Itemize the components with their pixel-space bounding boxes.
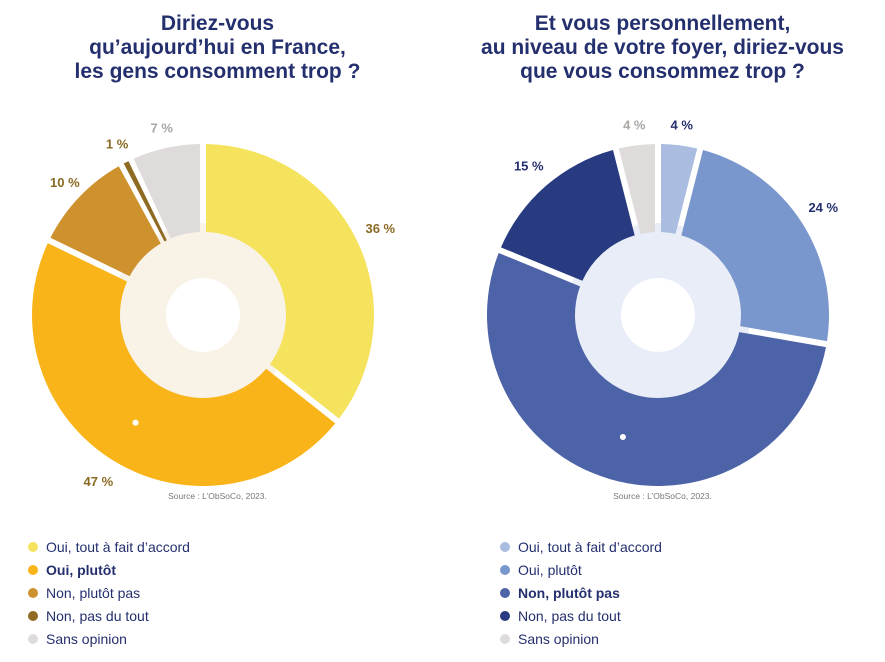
legend-label: Non, pas du tout (46, 607, 149, 624)
legend-item: Oui, plutôt (28, 558, 190, 581)
chart-title: Et vous personnellement, au niveau de vo… (440, 12, 885, 84)
slice-non-plutot-pas (50, 166, 161, 277)
donut-hole (166, 278, 240, 352)
chart-title-line: que vous consommez trop ? (520, 60, 805, 83)
data-label: 4 % (623, 117, 646, 132)
chart-title-line: Diriez-vous (160, 12, 275, 35)
donut-chart: 36 % 47 % 10 % 1 % 7 % (31, 121, 396, 489)
legend-label: Non, plutôt pas (46, 584, 141, 601)
legend-label: Non, plutôt pas (518, 584, 620, 601)
chart-panel-right: Et vous personnellement, au niveau de vo… (440, 0, 885, 662)
slice-oui-plutot (31, 243, 336, 487)
legend-item: Sans opinion (28, 627, 190, 650)
legend-item: Oui, plutôt (500, 558, 662, 581)
slice-oui-tout-a-fait-d-accord (205, 144, 374, 419)
legend-swatch (28, 610, 38, 621)
legend-label: Oui, plutôt (518, 561, 582, 578)
slice-non-pas-du-tout (123, 161, 167, 242)
legend-item: Non, pas du tout (28, 604, 190, 627)
legend-swatch (28, 541, 38, 552)
legend-label: Sans opinion (518, 630, 599, 647)
slice-non-pas-du-tout (500, 150, 635, 281)
data-label: 47 % (84, 474, 114, 489)
slice-oui-tout-a-fait-d-accord (660, 144, 698, 234)
slice-non-plutot-pas (486, 252, 826, 487)
chart-panel-left: Diriez-vous qu’aujourd’hui en France, le… (0, 0, 435, 662)
legend-label: Oui, tout à fait d’accord (46, 538, 190, 555)
legend-label: Sans opinion (46, 630, 127, 647)
chart-title-line: Et vous personnellement, (534, 12, 791, 35)
data-label: 7 % (151, 121, 174, 136)
highlight-marker (132, 419, 139, 426)
data-label: 4 % (670, 117, 693, 132)
chart-title: Diriez-vous qu’aujourd’hui en France, le… (0, 12, 435, 84)
chart-title-line: au niveau de votre foyer, diriez-vous (481, 36, 844, 59)
slice-sans-opinion (618, 144, 656, 234)
legend-item: Non, pas du tout (500, 604, 662, 627)
slice-sans-opinion (133, 144, 201, 239)
donut-chart: 4 %24 %54 %15 %4 % (486, 117, 839, 487)
data-label: 24 % (808, 200, 838, 215)
legend-item: Non, plutôt pas (28, 581, 190, 604)
slice-oui-plutot (681, 150, 829, 342)
highlight-marker (619, 434, 626, 441)
legend-swatch (28, 564, 38, 575)
legend-swatch (500, 541, 510, 552)
donut-hole (621, 278, 695, 352)
legend-item: Oui, tout à fait d’accord (28, 535, 190, 558)
legend-swatch (500, 564, 510, 575)
legend-swatch (500, 633, 510, 644)
data-label: 10 % (50, 175, 80, 190)
data-label: 15 % (514, 158, 544, 173)
legend-label: Oui, plutôt (46, 561, 116, 578)
legend-item: Oui, tout à fait d’accord (500, 535, 662, 558)
data-label: 1 % (106, 136, 129, 151)
legend-swatch (500, 610, 510, 621)
legend-swatch (28, 587, 38, 598)
legend: Oui, tout à fait d’accord Oui, plutôt Non,… (500, 535, 662, 650)
legend-label: Oui, tout à fait d’accord (518, 538, 662, 555)
data-label: 36 % (365, 221, 395, 236)
chart-title-line: qu’aujourd’hui en France, (89, 36, 346, 59)
legend-swatch (500, 587, 510, 598)
legend-swatch (28, 633, 38, 644)
legend-item: Non, plutôt pas (500, 581, 662, 604)
chart-title-line: les gens consomment trop ? (74, 60, 361, 83)
legend-label: Non, pas du tout (518, 607, 621, 624)
source-note: Source : L’ObSoCo, 2023. (168, 491, 267, 501)
legend-item: Sans opinion (500, 627, 662, 650)
source-note: Source : L’ObSoCo, 2023. (613, 491, 712, 501)
legend: Oui, tout à fait d’accord Oui, plutôt Non,… (28, 535, 190, 650)
